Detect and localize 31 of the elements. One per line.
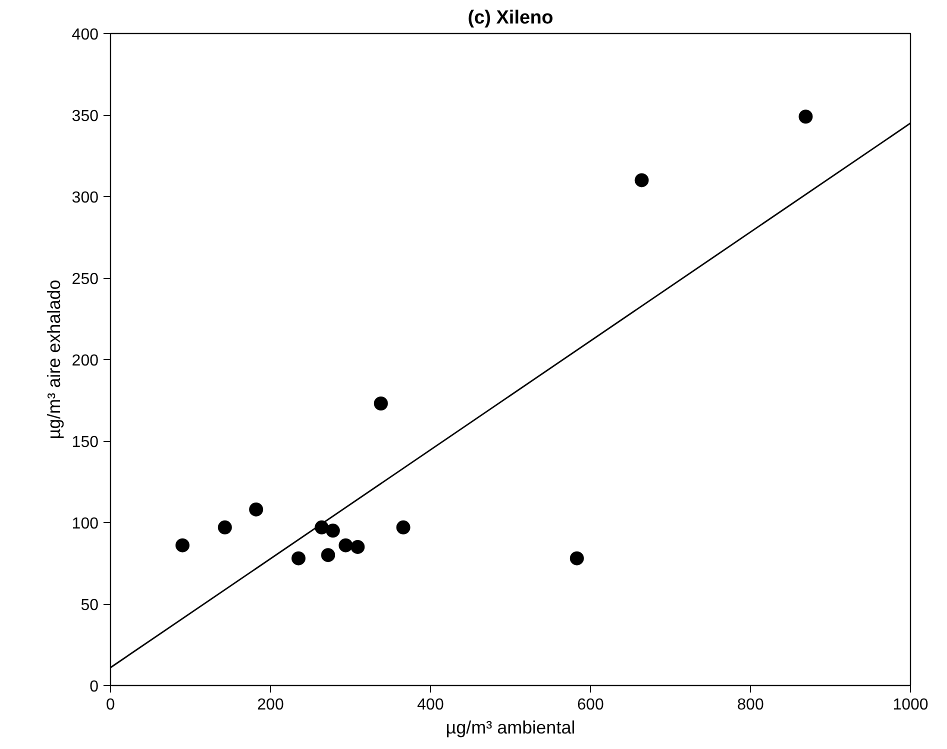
x-tick-label: 600 (577, 696, 604, 714)
x-tick-label: 200 (257, 696, 284, 714)
x-tick-label: 1000 (892, 696, 928, 714)
point (374, 396, 388, 410)
x-tick-label: 800 (737, 696, 764, 714)
point (292, 551, 306, 566)
y-tick-label: 50 (80, 597, 99, 614)
point (396, 520, 410, 534)
y-axis-title: µg/m³ aire exhalado (44, 280, 64, 440)
x-tick-label: 400 (417, 696, 444, 714)
point (338, 538, 353, 552)
y-tick-label: 250 (72, 271, 99, 288)
point (326, 524, 340, 538)
chart-title: (c) Xileno (468, 8, 554, 28)
point (570, 551, 584, 566)
point (798, 110, 813, 124)
y-tick-label: 400 (72, 26, 99, 44)
point (350, 540, 365, 554)
y-tick-label: 200 (72, 352, 99, 370)
y-tick-label: 300 (72, 190, 99, 206)
point (634, 173, 649, 188)
x-tick-label: 0 (106, 696, 116, 714)
y-tick-label: 350 (72, 108, 99, 125)
x-axis-title: µg/m³ ambiental (446, 718, 576, 738)
y-tick-label: 0 (90, 678, 99, 696)
point (321, 548, 336, 562)
point (176, 538, 190, 552)
y-tick-label: 100 (72, 516, 99, 532)
y-tick-label: 150 (72, 434, 99, 451)
point (249, 502, 264, 516)
point (218, 520, 232, 534)
